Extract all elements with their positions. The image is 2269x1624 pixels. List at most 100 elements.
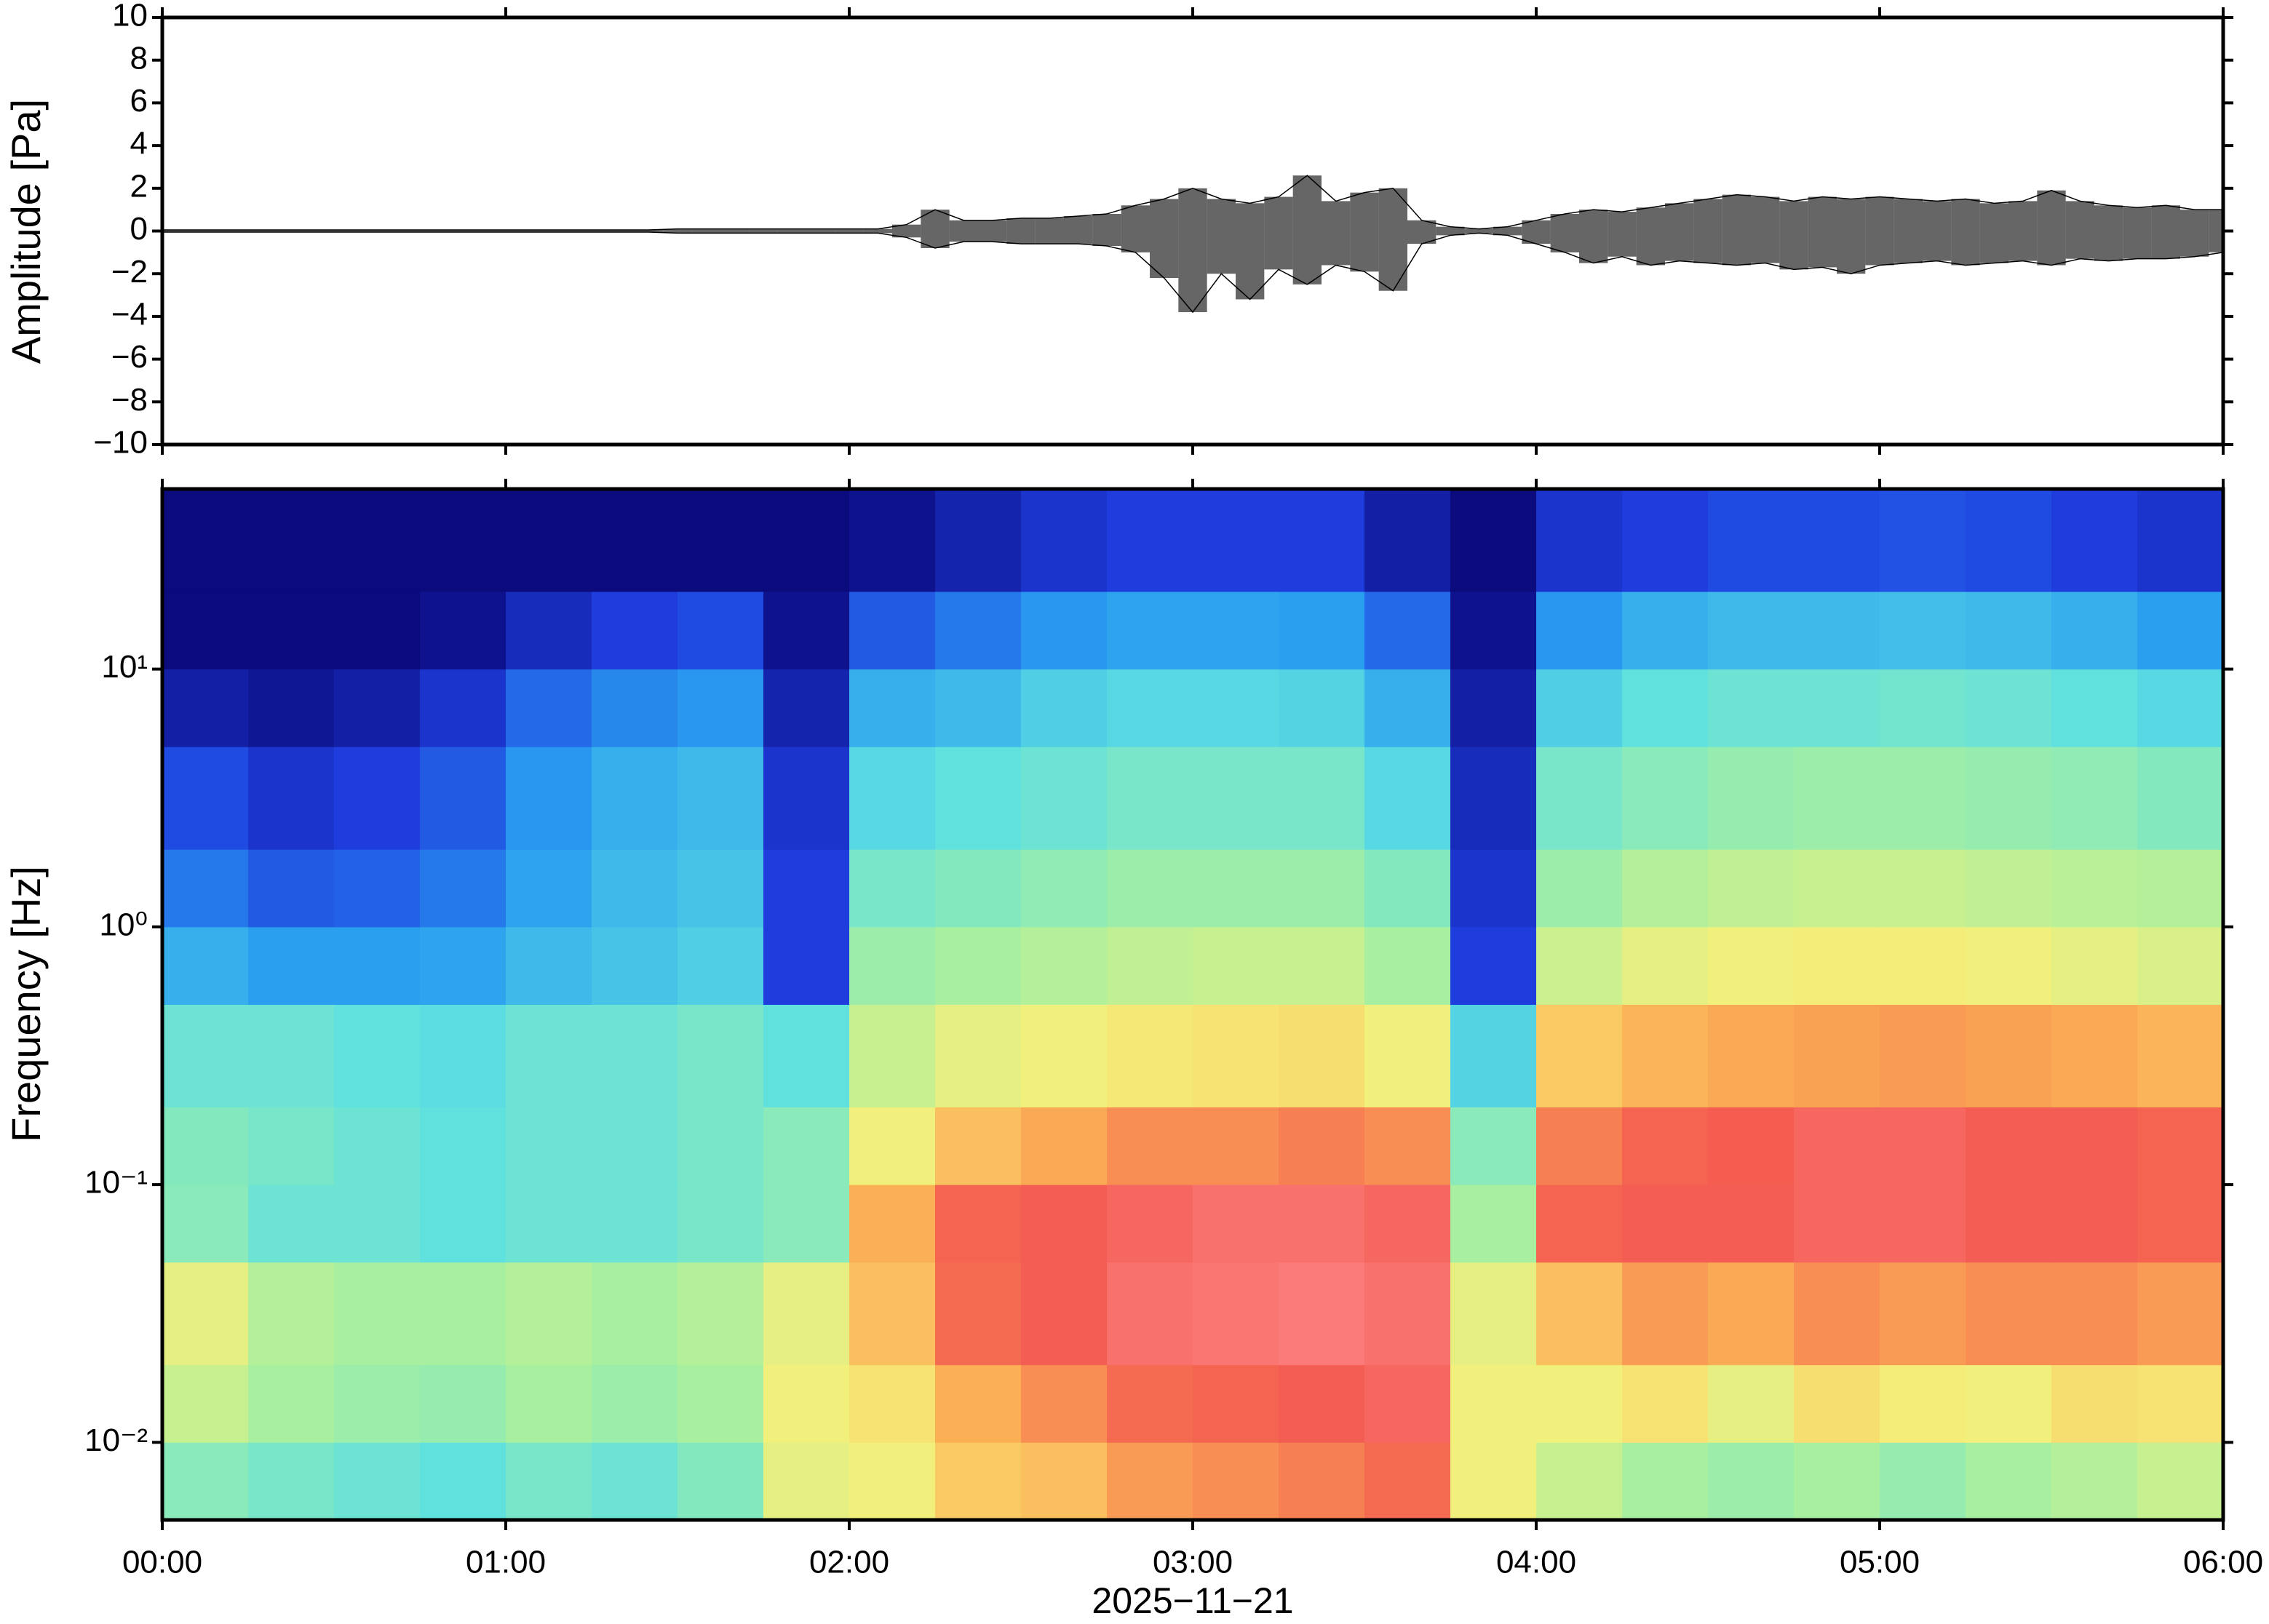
spectrogram-cell	[420, 1262, 506, 1366]
spectrogram-cell	[935, 591, 1022, 670]
spectrogram-cell	[677, 1004, 764, 1107]
spectrogram-cell	[2137, 1364, 2224, 1443]
spectrogram-cell	[1880, 849, 1966, 928]
amplitude-envelope	[291, 230, 320, 232]
spectrogram-cell	[248, 489, 335, 592]
spectrogram-cell	[1536, 489, 1623, 592]
spectrogram-cell	[1021, 591, 1108, 670]
spectrogram-cell	[1279, 1442, 1365, 1521]
spectrogram-cell	[420, 747, 506, 850]
amplitude-envelope	[1121, 205, 1150, 252]
spectrogram-cell	[248, 1004, 335, 1107]
amplitude-envelope	[1837, 199, 1866, 274]
spectrogram-cell	[334, 1004, 421, 1107]
spectrogram-cell	[763, 747, 850, 850]
spectrogram-cell	[1193, 747, 1279, 850]
spectrogram-cell	[592, 489, 678, 592]
spectrogram-cell	[849, 1364, 936, 1443]
spectrogram-cell	[1193, 1262, 1279, 1366]
spectrogram-cell	[506, 1262, 592, 1366]
amplitude-envelope	[663, 228, 692, 234]
amplitude-line	[162, 231, 2224, 314]
spectrogram-cell	[677, 489, 764, 592]
spectrogram-cell	[2051, 747, 2138, 850]
spectrogram-cell	[1536, 669, 1623, 747]
amplitude-envelope	[1178, 188, 1207, 313]
spectrogram-cell	[1193, 1364, 1279, 1443]
spectrogram-cell	[1450, 926, 1537, 1005]
spectrogram-cell	[420, 1107, 506, 1185]
spectrogram-cell	[1880, 591, 1966, 670]
spectrogram-cell	[1794, 489, 1880, 592]
spectrogram-cell	[1622, 1107, 1709, 1185]
amplitude-envelope	[434, 230, 463, 232]
spectrogram-cell	[1193, 1004, 1279, 1107]
spectrogram-cell	[1708, 489, 1795, 592]
frame	[160, 487, 2225, 1522]
spectrogram-cell	[935, 489, 1022, 592]
spectrogram-cell	[677, 669, 764, 747]
spectrogram-cell	[935, 1185, 1022, 1263]
spectrogram-cell	[763, 1442, 850, 1521]
amplitude-envelope	[1579, 210, 1608, 263]
spectrogram-cell	[420, 1004, 506, 1107]
spectrogram-cell	[1880, 669, 1966, 747]
amplitude-envelope	[1751, 196, 1780, 263]
spectrogram-cell	[1450, 1185, 1537, 1263]
spectrogram-cell	[849, 1185, 936, 1263]
amplitude-envelope	[1236, 203, 1265, 300]
spectrogram-cell	[1966, 747, 2052, 850]
spectrogram-cell	[1021, 849, 1108, 928]
spectrogram-cell	[677, 591, 764, 670]
spectrogram-cell	[1021, 489, 1108, 592]
amplitude-envelope	[1665, 203, 1694, 261]
spectrogram-cell	[162, 591, 249, 670]
spectrogram-cell	[2137, 849, 2224, 928]
y-tick-label: 10¹	[101, 649, 148, 685]
amplitude-envelope	[978, 220, 1007, 242]
amplitude-envelope	[921, 210, 950, 248]
amplitude-envelope	[1436, 226, 1465, 236]
amplitude-envelope	[377, 230, 406, 232]
amplitude-envelope	[1636, 207, 1665, 266]
x-tick-label: 05:00	[1840, 1545, 1920, 1580]
spectrogram-cell	[506, 1185, 592, 1263]
spectrogram-cell	[420, 489, 506, 592]
spectrogram-cell	[334, 669, 421, 747]
spectrogram-cell	[162, 926, 249, 1005]
x-tick-label: 04:00	[1496, 1545, 1576, 1580]
spectrogram-cell	[1107, 1364, 1193, 1443]
spectrogram-cell	[1708, 747, 1795, 850]
amplitude-envelope	[319, 230, 349, 232]
spectrogram-cell	[1880, 1107, 1966, 1185]
spectrogram-cell	[763, 849, 850, 928]
spectrogram-cell	[935, 1262, 1022, 1366]
spectrogram-cell	[1880, 1262, 1966, 1366]
spectrogram-cell	[506, 849, 592, 928]
spectrogram-cell	[677, 1364, 764, 1443]
spectrogram-cell	[334, 747, 421, 850]
spectrogram-cell	[1966, 1107, 2052, 1185]
spectrogram-cell	[763, 1364, 850, 1443]
amplitude-envelope	[1322, 201, 1351, 266]
spectrogram-cell	[1107, 1262, 1193, 1366]
spectrogram-cell	[1364, 747, 1451, 850]
spectrogram-cell	[849, 1107, 936, 1185]
spectrogram-cell	[506, 669, 592, 747]
spectrogram-cell	[763, 591, 850, 670]
y-tick-label: 0	[130, 211, 148, 247]
spectrogram-cell	[1279, 1107, 1365, 1185]
spectrogram-cell	[1622, 591, 1709, 670]
spectrogram-cell	[1536, 747, 1623, 850]
amplitude-envelope	[1464, 228, 1493, 234]
spectrogram-cell	[849, 591, 936, 670]
spectrogram-cell	[1536, 1442, 1623, 1521]
spectrogram-cell	[2137, 591, 2224, 670]
spectrogram-cell	[1536, 1004, 1623, 1107]
spectrogram-cell	[1794, 849, 1880, 928]
spectrogram-cell	[1107, 926, 1193, 1005]
spectrogram-cell	[248, 926, 335, 1005]
amplitude-envelope	[1894, 199, 1923, 263]
spectrogram-cell	[1193, 1442, 1279, 1521]
